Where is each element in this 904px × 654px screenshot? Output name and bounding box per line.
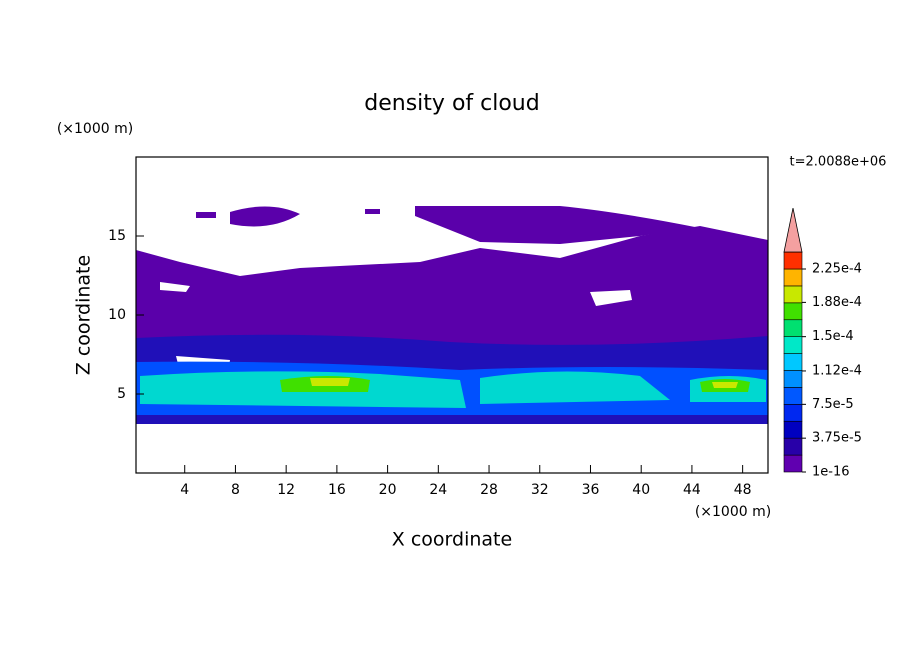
colorbar-extend — [783, 208, 803, 253]
x-tick-label: 44 — [683, 482, 701, 498]
x-tick-label: 48 — [734, 482, 752, 498]
colorbar-tick-label: 3.75e-5 — [812, 431, 862, 446]
colorbar-band — [783, 387, 803, 405]
colorbar-tick-label: 1e-16 — [812, 465, 850, 480]
colorbar-band — [783, 302, 803, 321]
y-unit: (×1000 m) — [57, 121, 133, 137]
x-axis-label: X coordinate — [392, 529, 512, 551]
x-tick-label: 8 — [231, 482, 240, 498]
colorbar-band — [783, 319, 803, 337]
cloud-field — [136, 206, 768, 424]
colorbar-tick-label: 1.12e-4 — [812, 363, 862, 378]
colorbar-band — [783, 285, 803, 304]
colorbar-tick-label: 1.5e-4 — [812, 329, 854, 344]
colorbar-band — [783, 353, 803, 371]
colorbar-tick-label: 1.88e-4 — [812, 295, 862, 310]
x-tick-label: 20 — [379, 482, 397, 498]
colorbar-band — [783, 437, 803, 456]
colorbar-band — [783, 454, 803, 473]
colorbar-tick-label: 7.5e-5 — [812, 397, 854, 412]
y-tick-label: 10 — [108, 307, 126, 323]
y-axis-label: Z coordinate — [73, 255, 95, 375]
colorbar-band — [783, 268, 803, 287]
x-tick-label: 36 — [582, 482, 600, 498]
colorbar-band — [783, 420, 803, 439]
x-tick-label: 28 — [480, 482, 498, 498]
y-tick-label: 5 — [117, 386, 126, 402]
x-unit: (×1000 m) — [695, 504, 771, 520]
x-tick-label: 32 — [531, 482, 549, 498]
x-tick-label: 24 — [429, 482, 447, 498]
x-tick-label: 40 — [632, 482, 650, 498]
colorbar-band — [783, 251, 803, 270]
time-annotation: t=2.0088e+06 — [790, 155, 887, 170]
y-tick-label: 15 — [108, 228, 126, 244]
x-tick-label: 12 — [277, 482, 295, 498]
colorbar-band — [783, 336, 803, 354]
colorbar-band — [783, 404, 803, 422]
x-tick-label: 4 — [180, 482, 189, 498]
chart-title: density of cloud — [364, 91, 539, 116]
colorbar-band — [783, 370, 803, 388]
x-tick-label: 16 — [328, 482, 346, 498]
colorbar-tick-label: 2.25e-4 — [812, 262, 862, 277]
